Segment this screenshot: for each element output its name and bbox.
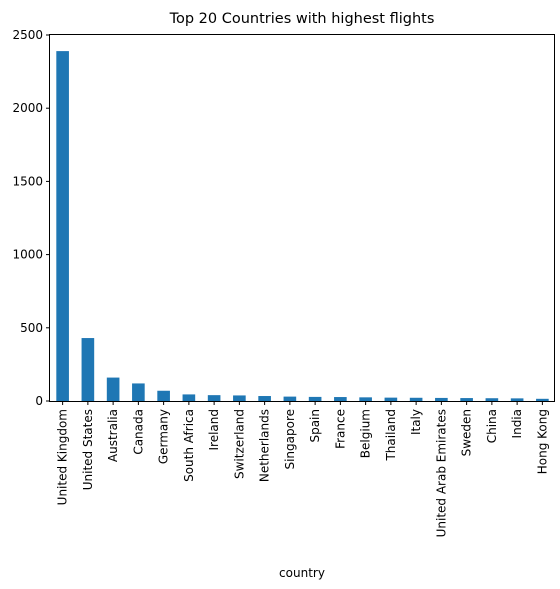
bar (334, 397, 347, 401)
x-axis: United Kingdom United States Australia Cana… (56, 401, 549, 537)
x-tick-label: Hong Kong (535, 409, 549, 474)
bar (233, 395, 246, 401)
bars-group (56, 51, 549, 401)
x-tick-label: Italy (409, 409, 423, 435)
x-tick-label: Spain (308, 409, 322, 443)
bar (384, 397, 398, 401)
bar (106, 377, 120, 401)
x-tick-label: Sweden (460, 409, 474, 456)
x-tick-label: United Arab Emirates (434, 409, 448, 537)
bar (258, 396, 271, 401)
x-tick-label: Singapore (283, 409, 297, 470)
y-tick-label: 1500 (12, 174, 43, 188)
bar (409, 397, 423, 401)
bar (157, 390, 170, 401)
x-tick-label: Ireland (207, 409, 221, 451)
y-tick-label: 1000 (12, 248, 43, 262)
y-tick-label: 2000 (12, 101, 43, 115)
bar (283, 396, 297, 401)
x-axis-label: country (279, 566, 325, 580)
bar (308, 396, 322, 401)
plot-frame (49, 34, 555, 402)
y-tick-label: 2500 (12, 28, 43, 42)
x-tick-label: Australia (106, 409, 120, 462)
bar (485, 398, 499, 401)
x-tick-label: Thailand (384, 409, 398, 462)
x-tick-label: India (510, 409, 524, 438)
bar (510, 398, 524, 401)
bar (207, 395, 221, 401)
bar (536, 398, 549, 401)
x-tick-label: South Africa (182, 409, 196, 482)
x-tick-label: Canada (131, 409, 145, 455)
x-tick-label: France (333, 409, 347, 449)
x-tick-label: Switzerland (232, 409, 246, 479)
bar (359, 397, 372, 401)
bar (435, 397, 448, 401)
y-axis: 0 500 1000 1500 2000 2500 (12, 28, 50, 408)
x-tick-label: Germany (157, 409, 171, 464)
bar (132, 383, 145, 401)
bar (182, 394, 196, 401)
bar (460, 398, 473, 401)
x-tick-label: Netherlands (258, 409, 272, 482)
y-tick-label: 500 (20, 321, 43, 335)
x-tick-label: United States (81, 409, 95, 490)
x-tick-label: United Kingdom (56, 409, 70, 505)
bar (56, 51, 69, 401)
x-tick-label: Belgium (359, 409, 373, 458)
x-tick-label: China (485, 409, 499, 443)
bar (81, 338, 95, 401)
y-tick-label: 0 (35, 394, 43, 408)
chart-title: Top 20 Countries with highest flights (169, 11, 435, 27)
